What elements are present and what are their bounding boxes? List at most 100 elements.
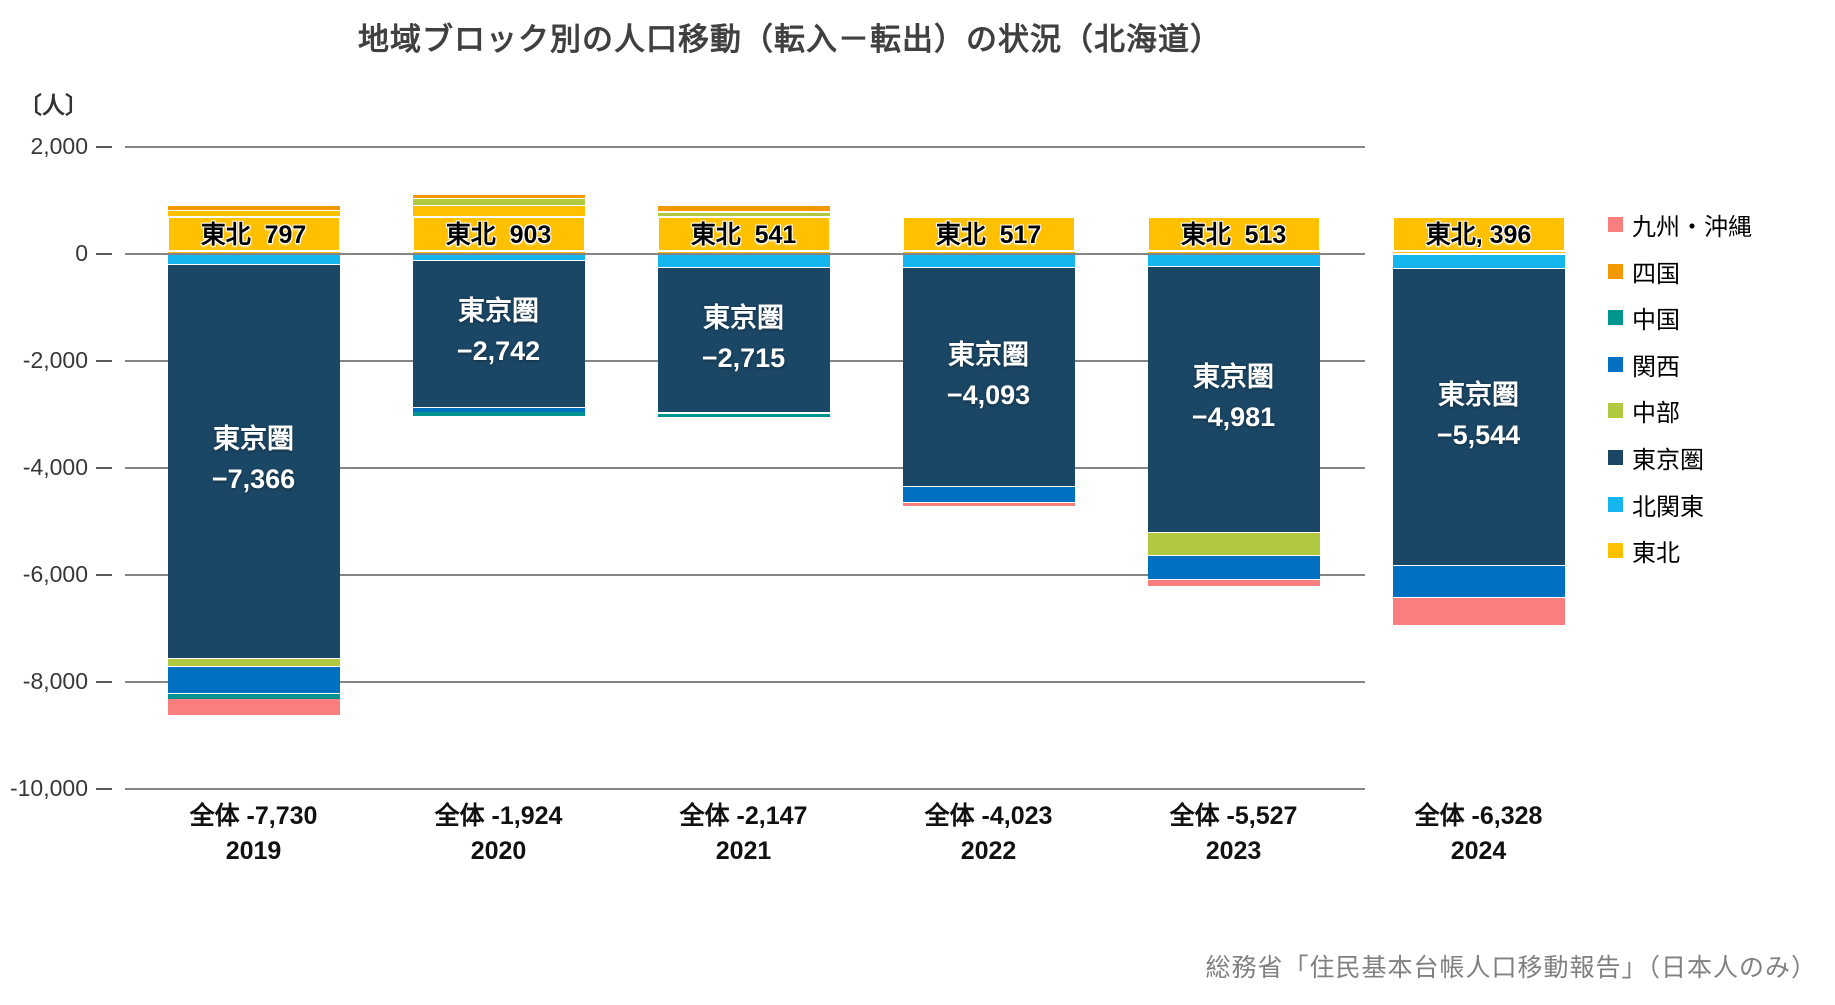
- legend-label-北関東: 北関東: [1632, 493, 1704, 521]
- bar-segment-東京圏-2022: [902, 268, 1075, 486]
- legend-item-中国: 中国: [1608, 301, 1680, 334]
- y-tick-label: -8,000: [22, 668, 88, 694]
- bar-segment-関西-2019: [167, 667, 340, 693]
- y-tick-label: -10,000: [9, 775, 88, 801]
- y-tick-mark: [96, 467, 112, 469]
- bar-segment-中国-2021: [657, 414, 830, 417]
- legend-swatch-東北: [1608, 542, 1623, 558]
- bar-segment-関西-2024: [1392, 566, 1565, 597]
- y-tick-mark: [96, 360, 112, 362]
- legend-swatch-北関東: [1608, 496, 1623, 512]
- tokyo-label-value: −5,544: [1436, 420, 1521, 450]
- legend-label-中国: 中国: [1632, 306, 1680, 334]
- x-axis-label-2023: 全体 -5,527 2023: [1104, 799, 1364, 869]
- legend-item-東北: 東北: [1608, 534, 1680, 567]
- bar-segment-中部-2023: [1147, 533, 1320, 555]
- tohoku-data-label: 東北, 396: [1391, 216, 1566, 252]
- legend-label-東京圏: 東京圏: [1632, 446, 1704, 474]
- y-tick-label: -4,000: [22, 454, 88, 480]
- y-tick-mark: [96, 574, 112, 576]
- tokyo-area-data-label: 東京圏 −2,742: [389, 291, 609, 371]
- tokyo-label-name: 東京圏: [458, 296, 539, 326]
- tohoku-data-label: 東北 541: [656, 216, 831, 252]
- category-total: 全体 -5,527: [1169, 802, 1298, 830]
- bar-segment-東京圏-2023: [1147, 267, 1320, 532]
- bar-segment-北関東-2019: [167, 255, 340, 264]
- tokyo-area-data-label: 東京圏 −5,544: [1369, 375, 1589, 455]
- category-year: 2021: [715, 837, 772, 865]
- category-total: 全体 -2,147: [679, 802, 808, 830]
- category-total: 全体 -4,023: [924, 802, 1053, 830]
- tohoku-data-label: 東北 513: [1146, 216, 1321, 252]
- category-year: 2020: [470, 837, 527, 865]
- gridline--6,000: [125, 574, 1365, 576]
- tohoku-data-label: 東北 903: [411, 216, 586, 252]
- bar-segment-北関東-2022: [902, 255, 1075, 267]
- tokyo-label-value: −7,366: [211, 464, 296, 494]
- bar-segment-中部-2019: [167, 659, 340, 666]
- y-tick-mark: [96, 788, 112, 790]
- tokyo-area-data-label: 東京圏 −7,366: [144, 419, 364, 499]
- chart-title: 地域ブロック別の人口移動（転入－転出）の状況（北海道）: [358, 22, 1222, 57]
- bar-segment-関西-2022: [902, 487, 1075, 502]
- tokyo-label-name: 東京圏: [1438, 380, 1519, 410]
- x-axis-label-2020: 全体 -1,924 2020: [369, 799, 629, 869]
- legend-swatch-九州・沖縄: [1608, 216, 1623, 232]
- bar-segment-東京圏-2021: [657, 268, 830, 412]
- legend-swatch-中国: [1608, 309, 1623, 325]
- tokyo-label-value: −4,093: [946, 380, 1031, 410]
- y-tick-label: 2,000: [30, 133, 88, 159]
- bar-segment-東京圏-2020: [412, 261, 585, 407]
- tohoku-data-label: 東北 517: [901, 216, 1076, 252]
- y-tick-mark: [96, 253, 112, 255]
- legend-swatch-四国: [1608, 263, 1623, 279]
- bar-segment-中国-2020: [412, 412, 585, 416]
- gridline--4,000: [125, 467, 1365, 469]
- gridline-0: [125, 253, 1365, 255]
- legend-swatch-関西: [1608, 356, 1623, 372]
- gridline-2,000: [125, 146, 1365, 148]
- bar-segment-北関東-2023: [1147, 255, 1320, 266]
- tokyo-label-name: 東京圏: [1193, 362, 1274, 392]
- gridline--10,000: [125, 788, 1365, 790]
- legend-item-四国: 四国: [1608, 255, 1680, 288]
- bar-segment-九州・沖縄-2023: [1147, 580, 1320, 586]
- tokyo-label-value: −2,742: [456, 336, 541, 366]
- bar-segment-北関東-2020: [412, 255, 585, 260]
- bar-segment-関西-2023: [1147, 556, 1320, 579]
- bar-segment-関西-2020: [412, 408, 585, 412]
- x-axis-label-2019: 全体 -7,730 2019: [124, 799, 384, 869]
- tokyo-area-data-label: 東京圏 −4,981: [1124, 357, 1344, 437]
- y-tick-label: 0: [75, 240, 88, 266]
- y-tick-label: -6,000: [22, 561, 88, 587]
- tokyo-area-data-label: 東京圏 −2,715: [634, 298, 854, 378]
- bar-segment-中部-2020: [412, 199, 585, 205]
- tokyo-label-value: −4,981: [1191, 402, 1276, 432]
- category-year: 2019: [225, 837, 282, 865]
- gridline--8,000: [125, 681, 1365, 683]
- bar-segment-東京圏-2019: [167, 265, 340, 658]
- y-tick-mark: [96, 681, 112, 683]
- tokyo-label-name: 東京圏: [948, 340, 1029, 370]
- y-tick-label: -2,000: [22, 347, 88, 373]
- legend-label-関西: 関西: [1632, 353, 1680, 381]
- legend-label-東北: 東北: [1632, 539, 1680, 567]
- category-total: 全体 -1,924: [434, 802, 563, 830]
- bar-segment-北関東-2024: [1392, 255, 1565, 268]
- category-year: 2024: [1450, 837, 1507, 865]
- legend-item-関西: 関西: [1608, 348, 1680, 381]
- legend-label-中部: 中部: [1632, 399, 1680, 427]
- y-axis-unit-label: 〔人〕: [19, 92, 88, 118]
- bar-segment-四国-2019: [167, 206, 340, 210]
- x-axis-label-2024: 全体 -6,328 2024: [1349, 799, 1609, 869]
- legend-item-北関東: 北関東: [1608, 488, 1704, 521]
- legend-swatch-中部: [1608, 402, 1623, 418]
- y-tick-mark: [96, 146, 112, 148]
- legend-label-四国: 四国: [1632, 260, 1680, 288]
- bar-segment-中国-2019: [167, 694, 340, 699]
- bar-segment-東京圏-2024: [1392, 269, 1565, 565]
- tokyo-label-value: −2,715: [701, 343, 786, 373]
- tokyo-label-name: 東京圏: [703, 303, 784, 333]
- category-year: 2023: [1205, 837, 1262, 865]
